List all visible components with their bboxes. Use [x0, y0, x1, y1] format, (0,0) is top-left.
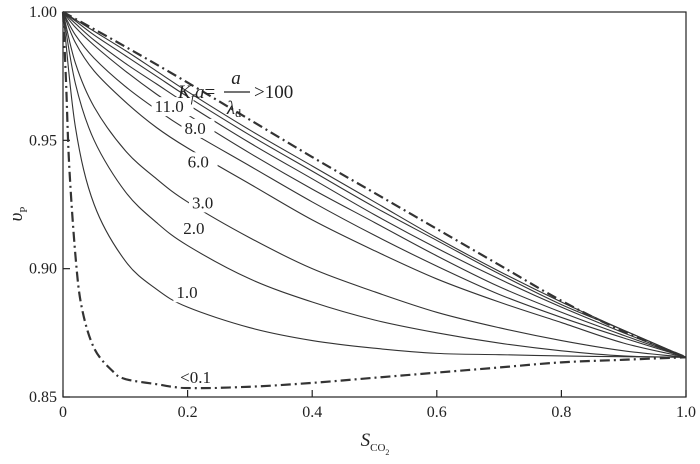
curve-label-bg	[184, 152, 218, 172]
k-annotation-numerator: a	[231, 68, 241, 89]
curve-label: 11.0	[155, 97, 184, 116]
y-axis-title: υP	[6, 207, 30, 222]
k-annotation-densub: d	[235, 106, 241, 120]
curve-labels: 11.08.0 6.0 3.0 2.0 1.0 <0.1	[151, 97, 222, 387]
y-tick-label: 0.90	[29, 261, 57, 278]
series-line-9	[62, 11, 687, 358]
series-line-4	[62, 11, 687, 358]
curve-label: 1.0	[176, 283, 197, 302]
curve-label-bg	[188, 193, 222, 213]
x-axis-title: SCO2	[361, 430, 390, 457]
y-axis-title-sub: P	[18, 207, 30, 213]
curve-label-bg	[181, 118, 215, 138]
k-annotation-a: a	[195, 82, 205, 103]
curve-label-bg	[151, 97, 194, 117]
series-line-1	[62, 11, 687, 358]
series-line-10	[62, 11, 687, 359]
curve-label-bg	[180, 219, 214, 239]
series-line-7	[62, 11, 687, 358]
x-axis-title-main: S	[361, 430, 371, 451]
series-line-5	[62, 11, 687, 358]
x-tick-label: 0.4	[302, 404, 322, 421]
y-axis-title-group: υP	[6, 207, 30, 222]
plot-frame	[62, 11, 687, 398]
curve-label-bg	[177, 367, 220, 387]
series-line-3	[62, 11, 687, 358]
y-tick-label: 0.95	[29, 132, 57, 149]
k-annotation-k: K	[177, 82, 192, 103]
series-line-8	[62, 11, 687, 358]
x-tick-label: 0	[59, 404, 67, 421]
y-tick-label: 1.00	[29, 4, 57, 21]
k-annotation-left: Kfa=	[177, 82, 215, 105]
series-line-6	[62, 11, 687, 358]
curve-label: 2.0	[183, 219, 204, 238]
x-axis-title-subsub: 2	[385, 448, 389, 457]
curve-label: <0.1	[180, 368, 211, 387]
curve-label: 8.0	[184, 119, 205, 138]
k-annotation-lambda: λ	[226, 98, 235, 119]
x-tick-label: 1.0	[676, 404, 696, 421]
y-tick-label: 0.85	[29, 389, 57, 406]
y-axis-title-main: υ	[6, 212, 27, 221]
k-annotation-ksub: f	[191, 91, 196, 105]
k-annotation-eq: =	[205, 82, 216, 103]
curve-label: 6.0	[188, 152, 209, 171]
x-tick-label: 0.2	[178, 404, 198, 421]
k-annotation-denominator: λd	[226, 98, 241, 120]
k-annotation-gt: >100	[254, 82, 293, 103]
x-tick-label: 0.6	[427, 404, 447, 421]
series-line-0	[61, 11, 687, 390]
curve-label: 3.0	[192, 193, 213, 212]
series-line-2	[62, 11, 687, 358]
x-tick-label: 0.8	[551, 404, 571, 421]
k-annotation: Kfa= a λd >100	[177, 68, 293, 120]
x-axis-title-sub: CO	[370, 442, 385, 454]
series-group	[61, 11, 687, 390]
curve-label-bg	[173, 283, 207, 303]
